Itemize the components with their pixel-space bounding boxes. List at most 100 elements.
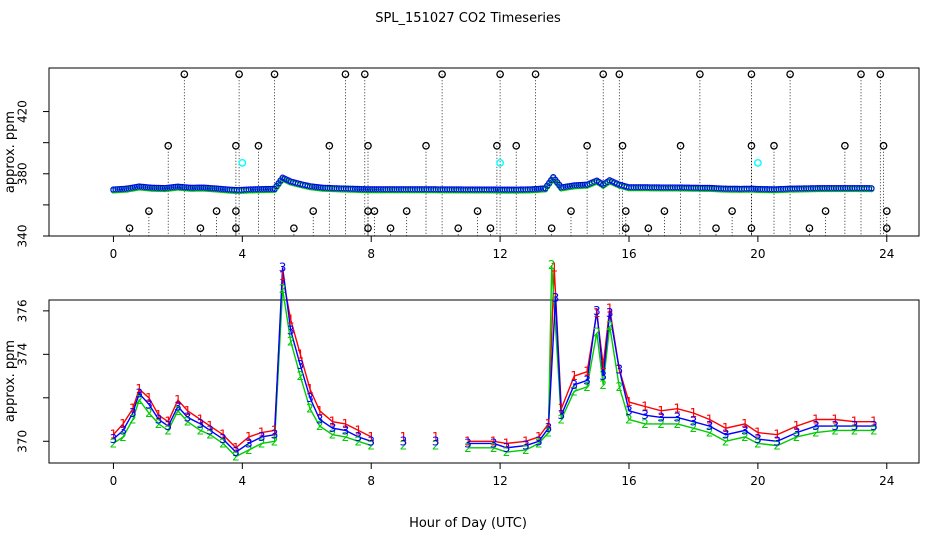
reference-point — [454, 224, 463, 233]
series-marker-2: 2 — [548, 258, 556, 272]
series-marker-2: 2 — [583, 380, 591, 394]
series-marker-1: 1 — [503, 436, 511, 450]
series-marker-3: 3 — [400, 434, 408, 448]
series-marker-3: 3 — [329, 421, 337, 435]
series-line-3 — [112, 267, 874, 454]
cyan-point — [753, 158, 762, 167]
reference-point — [422, 141, 430, 150]
series-marker-3: 3 — [271, 428, 279, 442]
series-marker-2: 2 — [773, 439, 781, 453]
series-marker-3: 3 — [206, 423, 214, 437]
series-marker-1: 1 — [206, 419, 214, 433]
series-marker-3: 3 — [119, 423, 127, 437]
series-marker-3: 3 — [583, 373, 591, 387]
series-marker-2: 2 — [287, 334, 295, 348]
series-marker-3: 3 — [793, 426, 801, 440]
top-y-axis-label: approx. ppm — [3, 111, 18, 193]
reference-point — [621, 207, 630, 215]
series-marker-2: 2 — [119, 430, 127, 444]
series-marker-3: 3 — [625, 404, 633, 418]
x-axis-label: Hour of Day (UTC) — [409, 516, 527, 531]
bottom-y-tick-label: 376 — [16, 299, 30, 322]
series-marker-3: 3 — [355, 430, 363, 444]
series-line-2 — [113, 265, 874, 458]
series-marker-2: 2 — [219, 436, 227, 450]
reference-point — [164, 141, 173, 150]
reference-point — [882, 207, 891, 215]
series-marker-1: 1 — [306, 382, 314, 396]
bottom-x-tick-label: 12 — [492, 474, 507, 488]
series-marker-2: 2 — [306, 402, 314, 416]
figure-title: SPL_151027 CO2 Timeseries — [375, 11, 561, 26]
series-marker-1: 1 — [355, 423, 363, 437]
series-marker-1: 1 — [232, 441, 240, 455]
series-marker-2: 2 — [558, 413, 566, 427]
series-marker-2: 2 — [625, 413, 633, 427]
reference-point — [747, 141, 756, 150]
series-marker-1: 1 — [599, 358, 607, 372]
reference-point — [145, 207, 153, 215]
series-marker-3: 3 — [599, 369, 607, 383]
top-x-tick-label: 16 — [621, 247, 636, 261]
reference-point — [882, 224, 891, 233]
bottom-x-tick-label: 0 — [110, 474, 118, 488]
reference-point — [341, 70, 350, 79]
series-marker-3: 3 — [490, 436, 498, 450]
series-marker-3: 3 — [297, 358, 305, 372]
reference-point — [254, 141, 263, 150]
reference-point — [841, 141, 849, 150]
series-marker-3: 3 — [552, 291, 560, 305]
series-marker-3: 3 — [831, 419, 839, 433]
series-marker-3: 3 — [545, 421, 553, 435]
reference-point — [493, 141, 501, 150]
series-marker-2: 2 — [464, 441, 472, 455]
reference-point — [599, 70, 608, 79]
top-y-tick-label: 380 — [16, 162, 30, 185]
series-marker-3: 3 — [432, 434, 440, 448]
series-marker-3: 3 — [129, 406, 137, 420]
series-marker-2: 2 — [271, 434, 279, 448]
series-marker-1: 1 — [197, 413, 205, 427]
series-marker-2: 2 — [245, 443, 253, 457]
series-marker-1: 1 — [570, 369, 578, 383]
series-marker-2: 2 — [197, 423, 205, 437]
reference-point — [196, 224, 205, 233]
series-marker-3: 3 — [316, 413, 324, 427]
series-marker-3: 3 — [184, 410, 192, 424]
top-marker-droplines — [129, 74, 888, 236]
reference-point — [547, 224, 556, 233]
series-marker-1: 1 — [550, 260, 558, 274]
reference-point — [821, 207, 830, 215]
series-marker-1: 1 — [722, 421, 730, 435]
series-marker-3: 3 — [245, 436, 253, 450]
series-marker-2: 2 — [812, 426, 820, 440]
series-marker-2: 2 — [316, 419, 324, 433]
series-marker-2: 2 — [522, 443, 530, 457]
reference-point — [567, 207, 575, 215]
series-marker-3: 3 — [851, 419, 859, 433]
series-marker-2: 2 — [722, 434, 730, 448]
reference-point — [325, 141, 334, 150]
top-plot-frame — [48, 67, 920, 237]
reference-point — [496, 70, 504, 79]
series-marker-3: 3 — [110, 432, 118, 446]
series-marker-1: 1 — [522, 434, 530, 448]
reference-point — [438, 70, 446, 79]
series-marker-2: 2 — [741, 430, 749, 444]
series-marker-1: 1 — [464, 434, 472, 448]
series-marker-1: 1 — [793, 419, 801, 433]
series-marker-3: 3 — [535, 434, 543, 448]
series-marker-2: 2 — [432, 439, 440, 453]
series-marker-1: 1 — [432, 430, 440, 444]
series-marker-2: 2 — [232, 449, 240, 463]
reference-point — [364, 141, 372, 150]
series-marker-2: 2 — [129, 413, 137, 427]
series-marker-2: 2 — [355, 434, 363, 448]
series-marker-2: 2 — [258, 436, 266, 450]
series-marker-2: 2 — [490, 441, 498, 455]
series-marker-2: 2 — [616, 380, 624, 394]
series-marker-3: 3 — [674, 410, 682, 424]
series-marker-1: 1 — [593, 306, 601, 320]
